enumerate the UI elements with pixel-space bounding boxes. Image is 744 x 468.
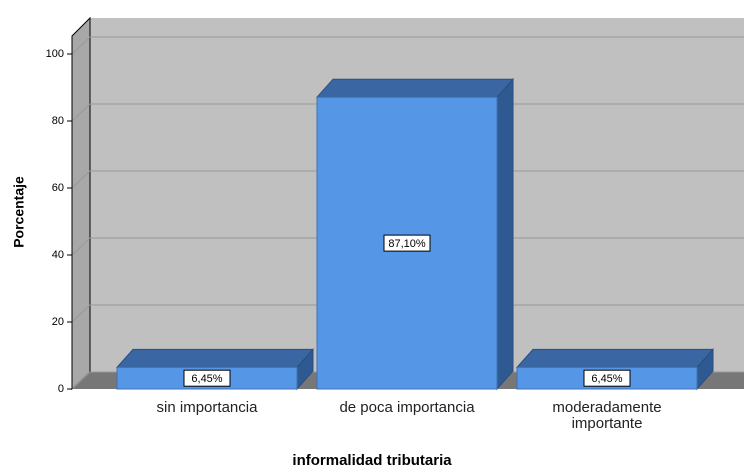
left-wall	[71, 16, 91, 391]
grid-line	[71, 103, 91, 122]
grid-line	[71, 36, 91, 55]
bar-top	[315, 78, 515, 98]
value-label: 6,45%	[591, 373, 622, 385]
x-tick-label: moderadamente importante	[552, 399, 662, 432]
y-tick-label: 40	[52, 249, 64, 261]
y-axis-label: Porcentaje	[11, 176, 27, 248]
grid-line	[71, 237, 91, 256]
bar-side	[496, 77, 514, 391]
x-tick-label: de poca importancia	[339, 399, 475, 416]
value-label: 87,10%	[388, 238, 426, 250]
x-tick-label: sin importancia	[156, 399, 258, 416]
y-tick-label: 0	[58, 383, 64, 395]
grid-line	[71, 170, 91, 189]
x-axis-label: informalidad tributaria	[292, 452, 452, 468]
y-tick-label: 100	[46, 48, 64, 60]
value-label: 6,45%	[191, 373, 222, 385]
value-label-box	[583, 369, 631, 387]
bar-top	[515, 348, 715, 368]
y-tick-label: 80	[52, 115, 64, 127]
grid-line	[71, 304, 91, 323]
y-tick-label: 20	[52, 316, 64, 328]
grid-line	[71, 371, 91, 390]
y-tick-label: 60	[52, 182, 64, 194]
bar-top	[115, 348, 315, 368]
value-label-box	[183, 369, 231, 387]
value-label-box	[383, 234, 431, 252]
